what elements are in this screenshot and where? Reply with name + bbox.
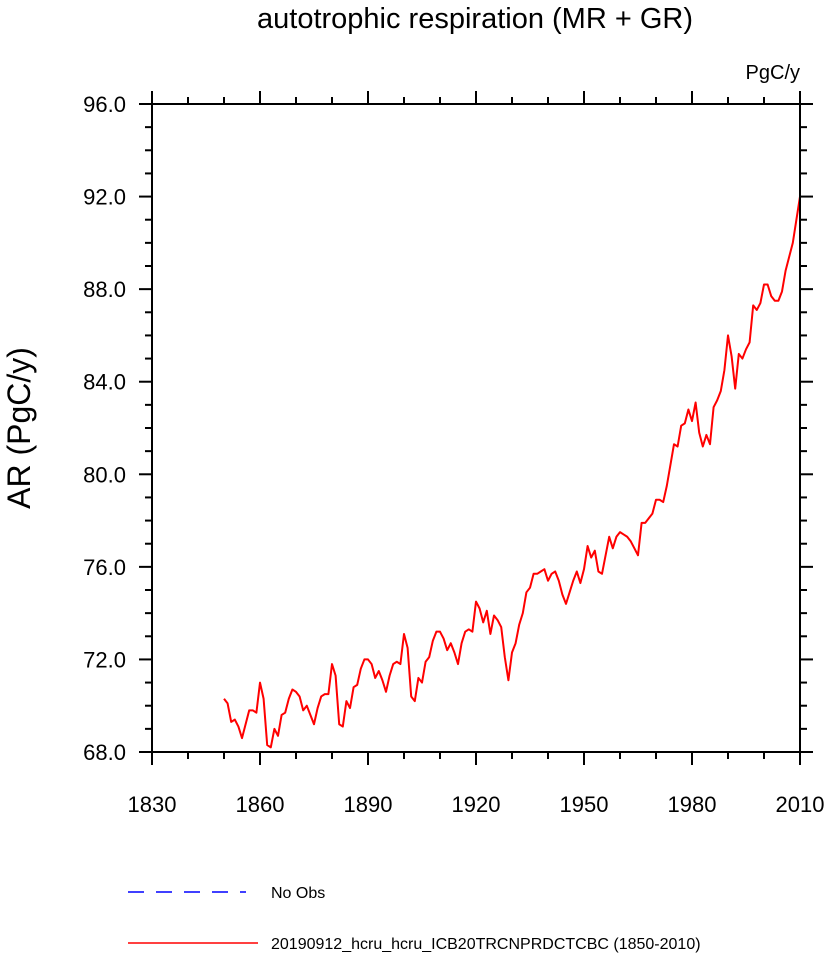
x-tick-label: 1890	[344, 792, 393, 817]
y-tick-label: 80.0	[83, 462, 126, 487]
x-tick-label: 1980	[668, 792, 717, 817]
y-tick-label: 88.0	[83, 277, 126, 302]
y-tick-label: 72.0	[83, 647, 126, 672]
x-tick-label: 2010	[776, 792, 825, 817]
tick-labels: 1830 1860 1890 1920 1950 1980 2010 68.0 72.0 76.0…	[83, 92, 824, 817]
y-tick-label: 96.0	[83, 92, 126, 117]
y-tick-label: 92.0	[83, 185, 126, 210]
series-line	[223, 196, 801, 749]
plot-frame	[151, 103, 801, 753]
units-label: PgC/y	[746, 62, 800, 84]
x-tick-label: 1830	[128, 792, 177, 817]
y-axis-label: AR (PgC/y)	[1, 347, 37, 509]
x-tick-label: 1950	[560, 792, 609, 817]
legend-label-model-run: 20190912_hcru_hcru_ICB20TRCNPRDCTCBC (18…	[271, 936, 701, 953]
axis-ticks	[139, 91, 813, 765]
y-tick-label: 76.0	[83, 555, 126, 580]
x-tick-label: 1920	[452, 792, 501, 817]
chart-title: autotrophic respiration (MR + GR)	[257, 3, 693, 35]
x-tick-label: 1860	[236, 792, 285, 817]
y-tick-label: 84.0	[83, 370, 126, 395]
y-tick-label: 68.0	[83, 740, 126, 765]
legend-label-no-obs: No Obs	[271, 885, 325, 902]
legend: No Obs 20190912_hcru_hcru_ICB20TRCNPRDCT…	[128, 885, 701, 953]
